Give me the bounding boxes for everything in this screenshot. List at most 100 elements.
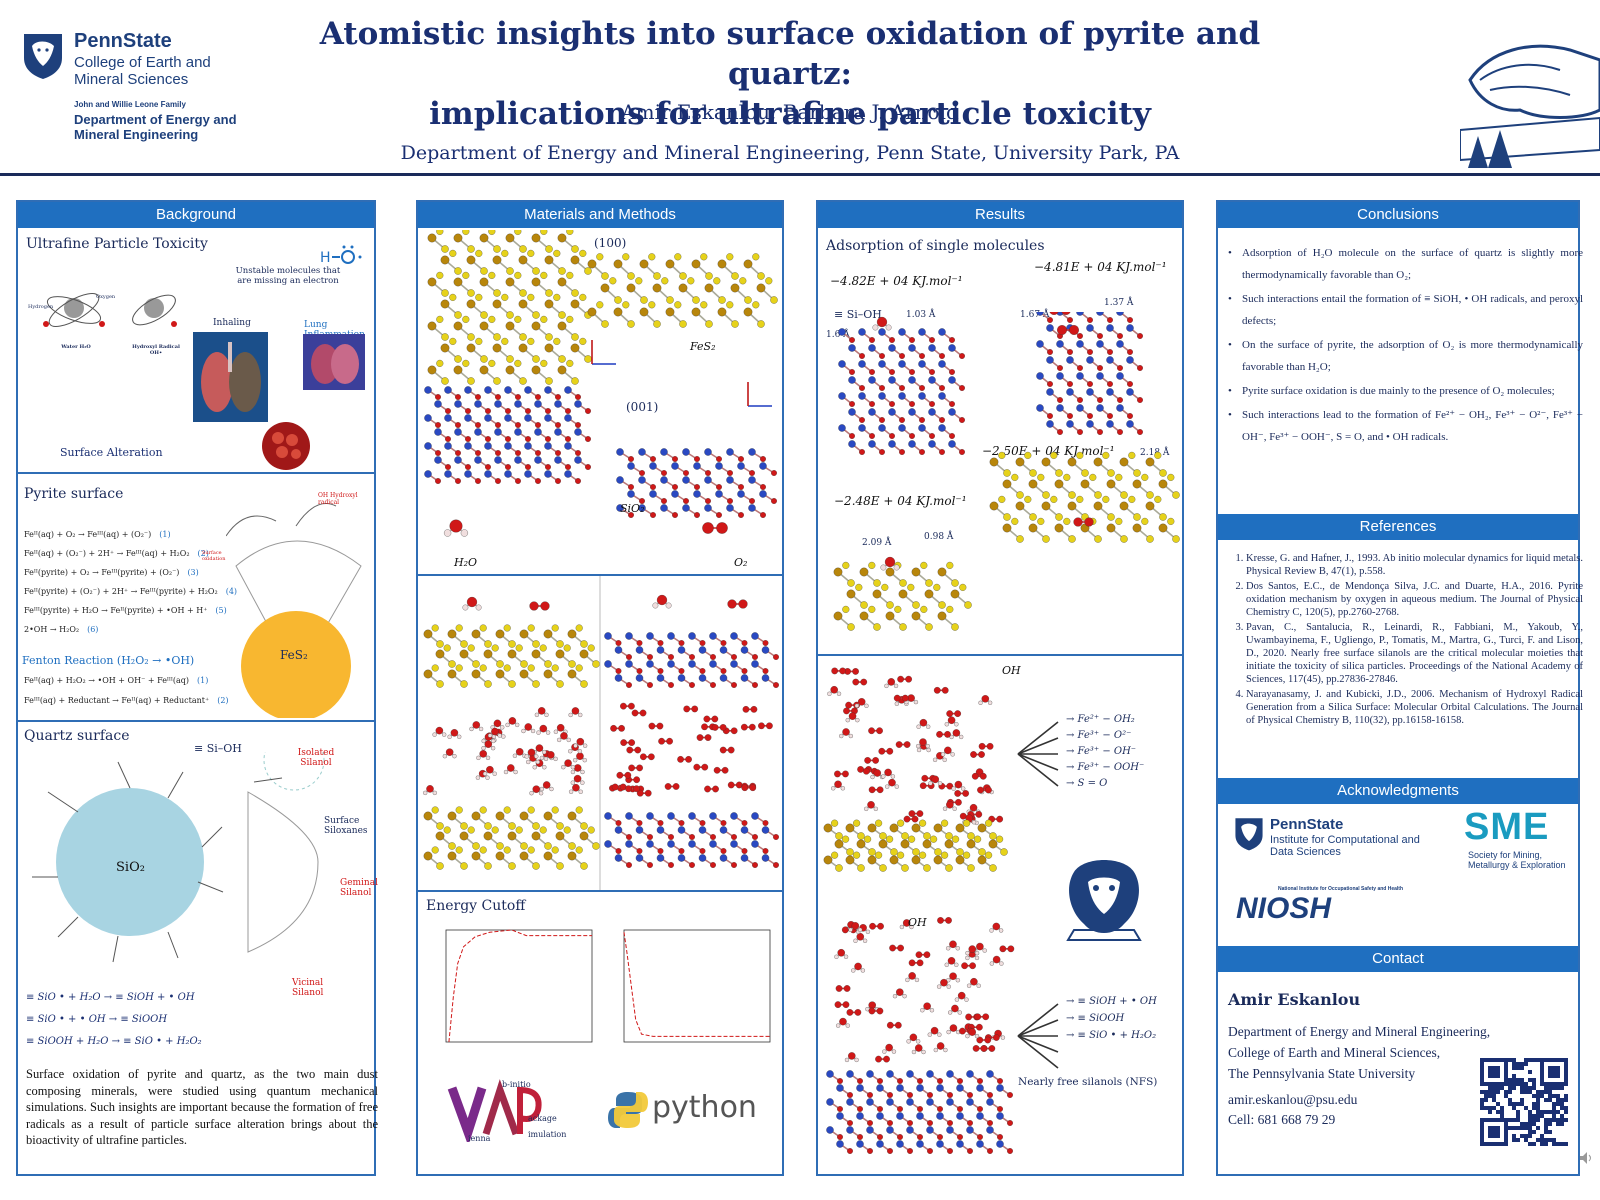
atom (743, 307, 753, 317)
contact-email[interactable]: amir.eskanlou@psu.edu (1228, 1092, 1358, 1107)
atom (949, 940, 957, 949)
qr-code-icon[interactable] (1480, 1058, 1568, 1146)
qr-module (1536, 1094, 1540, 1098)
dist-5: 2.18 Å (1140, 448, 1170, 458)
atom (899, 449, 905, 455)
atom (987, 1148, 993, 1154)
atom (705, 498, 711, 504)
qr-module (1532, 1130, 1536, 1134)
atom (699, 668, 706, 674)
atom (976, 942, 984, 951)
qr-module (1508, 1090, 1512, 1094)
atom (854, 962, 862, 971)
atom (920, 1008, 925, 1013)
qr-module (1548, 1070, 1552, 1074)
atom (856, 1112, 864, 1120)
atom (571, 289, 579, 297)
atom (431, 846, 439, 854)
atom (719, 826, 728, 834)
atom (996, 1112, 1004, 1120)
atom (520, 660, 528, 668)
product-label: → ≡ SiO • + H₂O₂ (1066, 1030, 1157, 1041)
atom (455, 394, 461, 400)
atom (887, 1092, 893, 1098)
atom (872, 589, 882, 599)
atom (577, 749, 582, 754)
atom (472, 660, 480, 668)
qr-module (1540, 1114, 1544, 1118)
atom (741, 640, 748, 646)
atom (758, 722, 765, 730)
atom (564, 759, 572, 767)
atom (766, 722, 773, 730)
atom (646, 660, 654, 668)
atom (918, 392, 926, 400)
bond (1017, 721, 1059, 755)
atom (1107, 413, 1113, 419)
atom (449, 519, 463, 533)
atom (878, 747, 886, 755)
speaker-icon[interactable] (1578, 1150, 1594, 1166)
atom (423, 790, 428, 796)
qr-module (1524, 1126, 1528, 1130)
atom (677, 756, 684, 763)
qr-module (1480, 1058, 1484, 1062)
atom (464, 470, 472, 478)
atom (444, 442, 452, 450)
atom (631, 709, 639, 717)
sio2-label: SiO₂ (620, 502, 645, 515)
atom (649, 462, 657, 470)
equation-number: (1) (159, 530, 171, 539)
qr-module (1480, 1082, 1484, 1086)
atom (519, 629, 529, 639)
atom (929, 369, 935, 375)
atom (634, 746, 642, 754)
atom (922, 839, 932, 849)
atom (854, 703, 860, 708)
qr-module (1544, 1090, 1548, 1094)
atom (620, 702, 627, 710)
atom (503, 664, 511, 672)
atom (933, 1047, 938, 1053)
equation-line: Feᴵᴵ(aq) + H₂O₂ → •OH + OH⁻ + Feᴵᴵᴵ(aq)(… (24, 676, 208, 685)
atom (698, 826, 707, 834)
atom (540, 271, 548, 279)
atom (757, 272, 765, 280)
atom (738, 599, 748, 609)
atom (495, 851, 505, 861)
atom (961, 962, 968, 970)
atom (435, 394, 441, 400)
atom (1145, 501, 1155, 511)
atom (885, 1043, 893, 1052)
qr-module (1516, 1066, 1520, 1070)
atom (558, 311, 566, 319)
qr-module (1480, 1126, 1484, 1130)
atom (444, 386, 452, 394)
qr-module (1488, 1142, 1492, 1146)
dist-1: 1.03 Å (906, 310, 936, 320)
atom (911, 611, 921, 621)
atom (657, 820, 664, 826)
atom (869, 337, 875, 343)
atom (742, 705, 750, 713)
atom (698, 854, 707, 862)
atom (699, 848, 706, 854)
atom (857, 698, 866, 706)
qr-module (1536, 1098, 1540, 1102)
atom (455, 624, 463, 632)
atom (981, 695, 990, 703)
atom (919, 417, 925, 423)
toxicity-title: Ultrafine Particle Toxicity (26, 236, 208, 252)
atom (534, 428, 542, 436)
atom (955, 798, 962, 806)
atom (946, 605, 954, 613)
atom (445, 748, 454, 756)
atom (862, 938, 868, 943)
atom (919, 353, 925, 359)
atom (956, 1112, 964, 1120)
qr-module (1540, 1142, 1544, 1146)
atom (996, 815, 1004, 823)
shield-icon (1235, 818, 1263, 851)
atom (996, 835, 1004, 843)
atom (1047, 349, 1053, 355)
